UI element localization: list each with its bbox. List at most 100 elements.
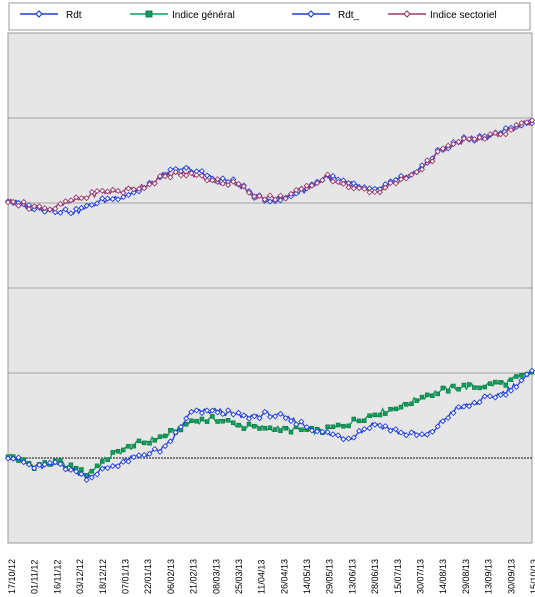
data-point [383,411,388,416]
data-point [508,377,514,382]
x-tick-label: 29/08/13 [461,559,471,594]
data-point [194,418,199,424]
data-point [67,197,74,204]
x-tick-label: 21/02/13 [189,559,199,594]
data-point [324,429,331,436]
x-tick-label: 18/12/12 [98,559,108,594]
data-point [210,414,215,419]
data-point [272,413,279,420]
data-point [397,429,405,436]
data-point [471,399,478,406]
data-point [125,185,132,192]
data-point [125,458,132,465]
x-tick-label: 16/11/12 [52,560,62,594]
data-point [230,411,237,418]
data-point [272,196,279,203]
data-point [57,209,64,216]
data-point [455,138,462,145]
data-point [94,471,101,478]
data-point [298,185,305,192]
data-point [493,379,498,385]
data-point [282,195,289,202]
data-point [277,197,284,204]
data-point [445,414,452,421]
data-point [451,383,456,389]
data-point [168,428,173,433]
data-point [409,401,414,407]
data-point [266,192,274,199]
data-point [277,192,284,199]
data-point [225,418,231,423]
data-point [356,427,363,434]
legend-marker-indice-general [145,10,153,18]
data-point [361,426,368,433]
x-tick-label: 28/06/13 [370,559,380,594]
data-point [319,177,326,184]
data-point [109,196,116,203]
data-point [329,431,336,438]
data-point [340,436,347,443]
data-point [156,448,164,455]
data-point [314,180,321,187]
x-tick-label: 15/10/13 [529,559,535,594]
data-point [507,126,515,133]
data-point [461,382,467,388]
x-tick-label: 11/04/13 [257,560,267,594]
data-point [78,471,85,478]
data-point [73,468,80,475]
x-tick-label: 13/06/13 [347,559,357,594]
legend-marker-rdt [35,10,43,18]
data-point [272,427,278,432]
data-point [487,381,493,386]
data-point [419,394,425,400]
data-point [293,421,300,428]
data-point [492,394,499,401]
data-point [502,391,509,398]
x-tick-label: 15/07/13 [393,559,403,594]
data-point [245,189,253,196]
legend-label-indice-general: Indice général [172,10,235,21]
data-point [476,134,483,141]
data-point [267,425,273,431]
data-point [183,172,190,179]
legend-frame [8,2,531,31]
data-point [340,180,347,187]
data-point [57,461,64,468]
data-point [41,205,48,212]
data-point [362,418,367,423]
data-point [298,418,305,425]
data-point [114,196,122,203]
data-point [157,434,163,439]
data-point [99,195,106,202]
data-point [498,380,503,385]
data-point [257,426,262,431]
x-tick-label: 07/01/13 [120,559,130,594]
data-point [62,466,69,473]
x-tick-label: 03/12/12 [75,559,85,594]
data-point [350,434,357,441]
data-point [251,413,258,420]
data-point [528,117,535,124]
data-point [261,408,268,415]
data-point [162,443,169,450]
data-point [94,463,100,469]
data-point [325,424,330,430]
data-point [162,433,168,439]
data-point [481,135,488,142]
data-point [293,190,300,197]
data-point [445,388,451,394]
data-point [240,412,247,419]
data-point [20,198,27,205]
data-point [502,125,509,132]
data-point [487,393,494,400]
x-tick-label: 14/05/13 [302,559,312,594]
data-point [392,426,399,433]
data-point [246,421,252,427]
data-point [497,131,504,138]
data-point [335,422,341,428]
data-point [204,419,210,424]
data-point [460,135,467,142]
data-point [152,438,157,443]
data-point [120,193,127,201]
data-point [513,384,520,391]
